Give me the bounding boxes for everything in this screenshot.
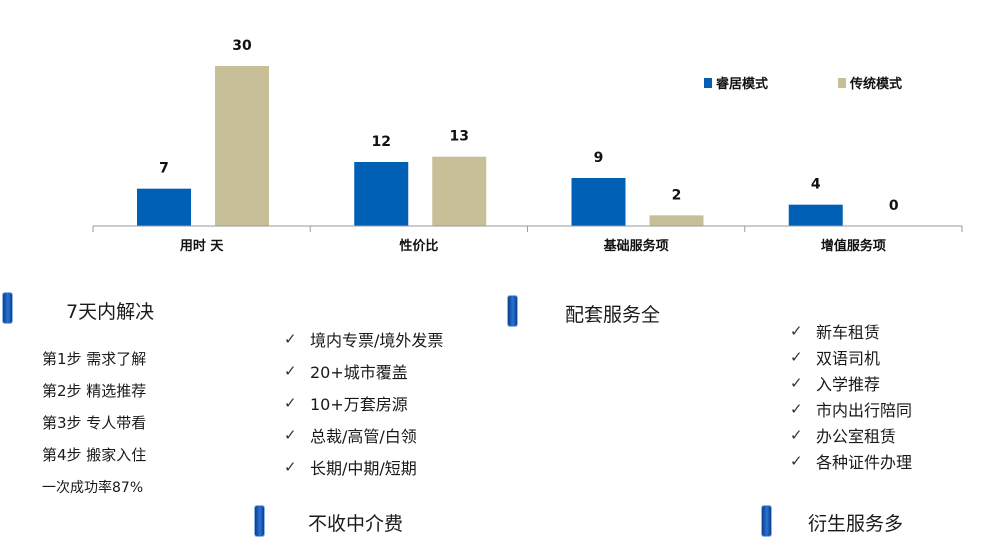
- list-item: ✓ 20+城市覆盖: [284, 355, 443, 387]
- category-tick-label: 用时 天: [179, 238, 225, 254]
- step-1: 第1步 需求了解: [42, 350, 147, 368]
- legend-label: 传统模式: [849, 76, 902, 92]
- list-item-label: 双语司机: [816, 349, 881, 368]
- list-item: ✓ 入学推荐: [790, 370, 912, 396]
- bar-series-1: [137, 188, 191, 226]
- step-3: 第3步 专人带看: [42, 414, 147, 432]
- middle-footer-marker: [255, 506, 264, 536]
- list-item-label: 20+城市覆盖: [310, 363, 408, 382]
- right-service-list: ✓ 新车租赁 ✓ 双语司机 ✓ 入学推荐 ✓ 市内出行陪同 ✓ 办公室租赁 ✓ 各种证件办理: [790, 318, 912, 474]
- success-rate: 一次成功率87%: [42, 480, 144, 496]
- list-item-label: 各种证件办理: [816, 453, 913, 472]
- list-item-label: 市内出行陪同: [816, 401, 913, 420]
- middle-footer-heading: 不收中介费: [308, 513, 404, 535]
- step-2: 第2步 精选推荐: [42, 382, 147, 400]
- bar-series-2: [432, 156, 487, 226]
- list-item-label: 境内专票/境外发票: [310, 331, 444, 350]
- check-icon: ✓: [284, 426, 297, 444]
- list-item: ✓ 10+万套房源: [284, 387, 443, 419]
- left-heading-marker: [3, 293, 12, 323]
- step-4: 第4步 搬家入住: [42, 446, 147, 464]
- list-item-label: 长期/中期/短期: [310, 459, 417, 478]
- bar-series-1: [788, 204, 843, 226]
- data-label: 13: [450, 129, 469, 145]
- list-item: ✓ 办公室租赁: [790, 422, 912, 448]
- legend-swatch: [704, 78, 712, 88]
- data-label: 4: [811, 177, 821, 193]
- right-footer-heading: 衍生服务多: [808, 513, 904, 535]
- category-tick-label: 增值服务项: [821, 238, 886, 254]
- check-icon: ✓: [284, 458, 297, 476]
- legend-label: 睿居模式: [716, 76, 768, 92]
- list-item: ✓ 各种证件办理: [790, 448, 912, 474]
- value-labels: 7 30 12 13 9 2 4 0: [159, 38, 899, 214]
- category-labels: 用时 天 性价比 基础服务项 增值服务项: [179, 238, 886, 254]
- bar-series-1: [354, 162, 409, 226]
- data-label: 0: [889, 198, 899, 214]
- list-item: ✓ 长期/中期/短期: [284, 451, 443, 483]
- right-footer-marker: [762, 506, 771, 536]
- right-heading: 配套服务全: [565, 304, 661, 326]
- check-icon: ✓: [284, 362, 297, 380]
- category-tick-label: 基础服务项: [603, 238, 669, 254]
- list-item-label: 入学推荐: [816, 375, 881, 394]
- list-item: ✓ 新车租赁: [790, 318, 912, 344]
- list-item: ✓ 境内专票/境外发票: [284, 323, 443, 355]
- data-label: 12: [372, 134, 391, 150]
- data-label: 7: [159, 161, 169, 177]
- bar-series-1: [571, 178, 626, 226]
- list-item-label: 办公室租赁: [816, 427, 897, 446]
- middle-feature-list: ✓ 境内专票/境外发票 ✓ 20+城市覆盖 ✓ 10+万套房源 ✓ 总裁/高管/白领 ✓…: [284, 323, 443, 483]
- legend-swatch: [838, 78, 846, 88]
- list-item: ✓ 总裁/高管/白领: [284, 419, 443, 451]
- bars-group: [137, 66, 843, 226]
- left-heading: 7天内解决: [66, 301, 155, 323]
- data-label: 30: [232, 38, 252, 54]
- list-item: ✓ 双语司机: [790, 344, 912, 370]
- bar-series-2: [649, 215, 704, 226]
- check-icon: ✓: [284, 330, 297, 348]
- bar-series-2: [215, 66, 269, 226]
- category-tick-label: 性价比: [399, 238, 438, 254]
- data-label: 2: [672, 187, 682, 203]
- list-item-label: 总裁/高管/白领: [310, 427, 417, 446]
- check-icon: ✓: [790, 452, 803, 470]
- legend: 睿居模式 传统模式: [704, 76, 902, 92]
- check-icon: ✓: [790, 348, 803, 366]
- check-icon: ✓: [790, 400, 803, 418]
- check-icon: ✓: [790, 426, 803, 444]
- list-item-label: 新车租赁: [816, 323, 881, 342]
- list-item: ✓ 市内出行陪同: [790, 396, 912, 422]
- bar-chart: 7 30 12 13 9 2 4 0 用时 天 性价比 基础服务项 增值服务项 睿居模式 传统模式: [92, 38, 963, 254]
- check-icon: ✓: [284, 394, 297, 412]
- check-icon: ✓: [790, 374, 803, 392]
- list-item-label: 10+万套房源: [310, 395, 408, 414]
- check-icon: ✓: [790, 322, 803, 340]
- data-label: 9: [594, 150, 604, 166]
- right-heading-marker: [508, 296, 517, 326]
- x-axis-ticks: [92, 226, 963, 232]
